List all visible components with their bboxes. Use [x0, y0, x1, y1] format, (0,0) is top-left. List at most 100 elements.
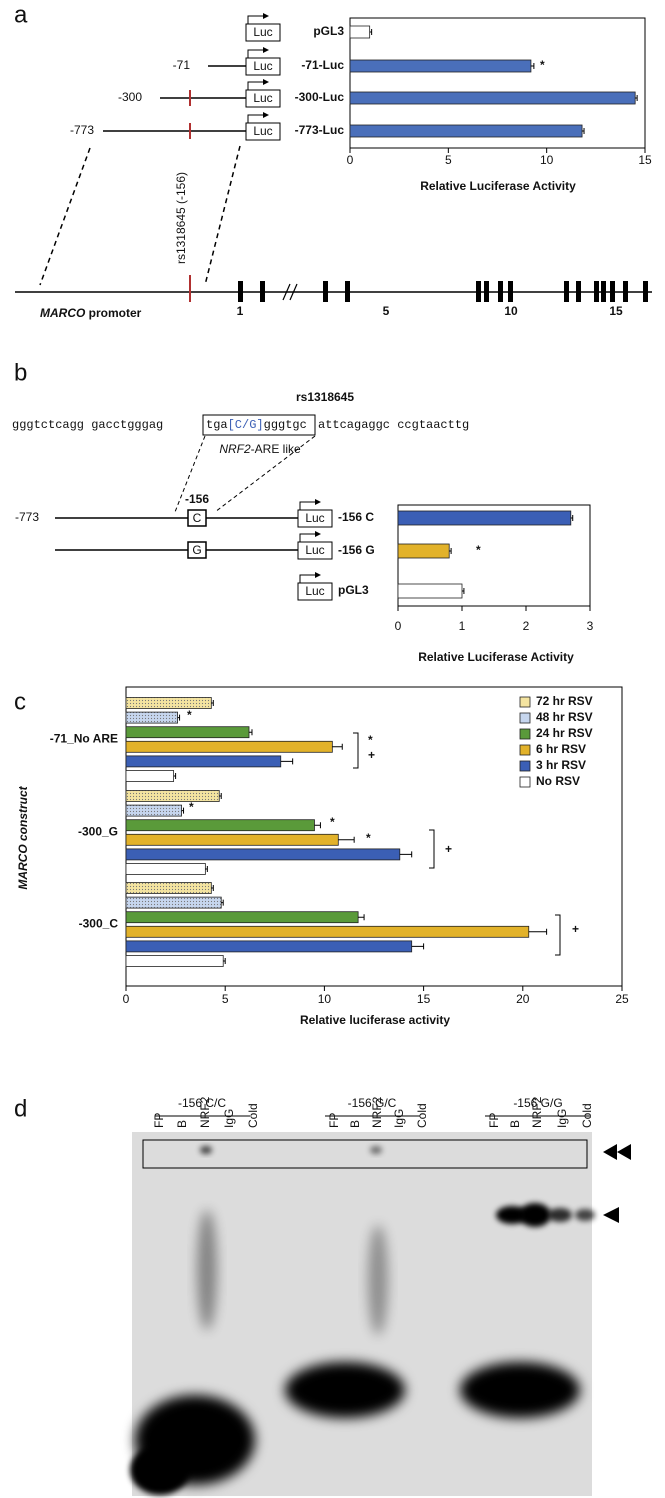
- lane-label: IgG: [555, 1109, 569, 1128]
- promoter-arrow: [300, 575, 320, 583]
- error-bar: [358, 914, 364, 920]
- legend-swatch: [520, 777, 530, 787]
- x-tick-label: 5: [222, 992, 229, 1006]
- promoter-label: MARCO promoter: [40, 306, 142, 320]
- lane-label: IgG: [222, 1109, 236, 1128]
- exon-number: 15: [609, 304, 623, 318]
- figure: a b c d -71 -300 -773 rs1318645 (-156) M…: [0, 0, 665, 1498]
- supershift-arrow: [603, 1144, 631, 1160]
- promoter-arrow: [248, 50, 268, 58]
- lane-label: B: [175, 1120, 189, 1128]
- bar: [398, 511, 571, 525]
- bar: [350, 125, 582, 137]
- annotation: +: [445, 842, 452, 856]
- motif: tga[C/G]gggtgc: [206, 418, 307, 432]
- bar: [126, 741, 332, 752]
- category-label: -300_C: [79, 917, 119, 931]
- error-bar: [249, 729, 252, 735]
- construct-label: -773: [70, 123, 94, 137]
- bar: [126, 897, 221, 908]
- luc-label: Luc: [253, 25, 272, 39]
- lane-label: NRF2: [530, 1096, 544, 1128]
- category-label: -156 C: [338, 510, 374, 524]
- annotation: *: [368, 733, 373, 747]
- construct-label: -773: [15, 510, 39, 524]
- bar: [126, 791, 219, 802]
- annotation: *: [189, 800, 194, 814]
- lane-label: Cold: [415, 1103, 429, 1128]
- promoter-arrow: [248, 16, 268, 24]
- error-bar: [531, 63, 534, 69]
- motif-word: -ARE like: [251, 442, 301, 456]
- position-label: -156: [185, 492, 209, 506]
- bracket: [429, 830, 434, 868]
- motif-gene: NRF2: [219, 442, 251, 456]
- category-label: -156 G: [338, 543, 375, 557]
- error-bar: [281, 758, 293, 764]
- luc-label: Luc: [305, 543, 324, 557]
- bar: [350, 60, 531, 72]
- annotation: +: [572, 922, 579, 936]
- error-bar: [529, 929, 547, 935]
- luc-label: Luc: [253, 59, 272, 73]
- bar: [126, 820, 314, 831]
- x-tick-label: 0: [123, 992, 130, 1006]
- bracket: [555, 915, 560, 955]
- exon-number: 1: [237, 304, 244, 318]
- sequence: gggtctcagg gacctgggag: [12, 418, 163, 432]
- promoter-arrow: [300, 534, 320, 542]
- annotation: *: [330, 815, 335, 829]
- panel-label: a: [14, 1, 28, 28]
- motif-part: gggtgc: [264, 418, 307, 432]
- motif-label: NRF2-ARE like: [219, 442, 301, 456]
- bar: [126, 698, 211, 709]
- snp-alleles: [C/G]: [228, 418, 264, 432]
- lane-label: NRF2: [198, 1096, 212, 1128]
- x-tick-label: 2: [523, 619, 530, 633]
- promoter-arrow: [300, 502, 320, 510]
- motif-part: tga: [206, 418, 228, 432]
- bar: [126, 941, 412, 952]
- luc-label: Luc: [305, 511, 324, 525]
- bar: [350, 92, 635, 104]
- legend-label: 72 hr RSV: [536, 694, 593, 708]
- x-tick-label: 5: [445, 153, 452, 167]
- lane-label: NRF2: [370, 1096, 384, 1128]
- lane-label: Cold: [246, 1103, 260, 1128]
- promoter-arrow: [248, 115, 268, 123]
- error-bar: [412, 943, 424, 949]
- promoter-word: promoter: [89, 306, 142, 320]
- annotation: *: [540, 58, 545, 72]
- x-tick-label: 25: [615, 992, 629, 1006]
- lane-label: FP: [487, 1113, 501, 1128]
- legend-swatch: [520, 745, 530, 755]
- x-axis-label: Relative Luciferase Activity: [420, 179, 576, 193]
- annotation: *: [187, 708, 192, 722]
- panel-label: c: [14, 688, 26, 715]
- bar: [126, 771, 174, 782]
- x-axis-label: Relative Luciferase Activity: [418, 650, 574, 664]
- x-tick-label: 15: [417, 992, 431, 1006]
- legend-label: 3 hr RSV: [536, 758, 586, 772]
- allele: G: [192, 543, 201, 557]
- error-bar: [314, 822, 320, 828]
- y-axis-label: MARCO construct: [16, 785, 30, 889]
- exon-number: 5: [383, 304, 390, 318]
- category-label: -773-Luc: [295, 123, 345, 137]
- category-label: -300_G: [78, 825, 118, 839]
- x-axis-label: Relative luciferase activity: [300, 1013, 450, 1027]
- category-label: -300-Luc: [295, 90, 345, 104]
- legend-swatch: [520, 761, 530, 771]
- luc-label: Luc: [305, 584, 324, 598]
- bar: [126, 864, 205, 875]
- sequence: attcagaggc ccgtaacttg: [318, 418, 469, 432]
- bar: [398, 584, 462, 598]
- panel-label: d: [14, 1095, 27, 1122]
- bar: [126, 756, 281, 767]
- lane-label: B: [348, 1120, 362, 1128]
- bar: [126, 956, 223, 967]
- lane-label: B: [508, 1120, 522, 1128]
- bar: [126, 926, 529, 937]
- x-tick-label: 3: [587, 619, 594, 633]
- legend-label: 6 hr RSV: [536, 742, 586, 756]
